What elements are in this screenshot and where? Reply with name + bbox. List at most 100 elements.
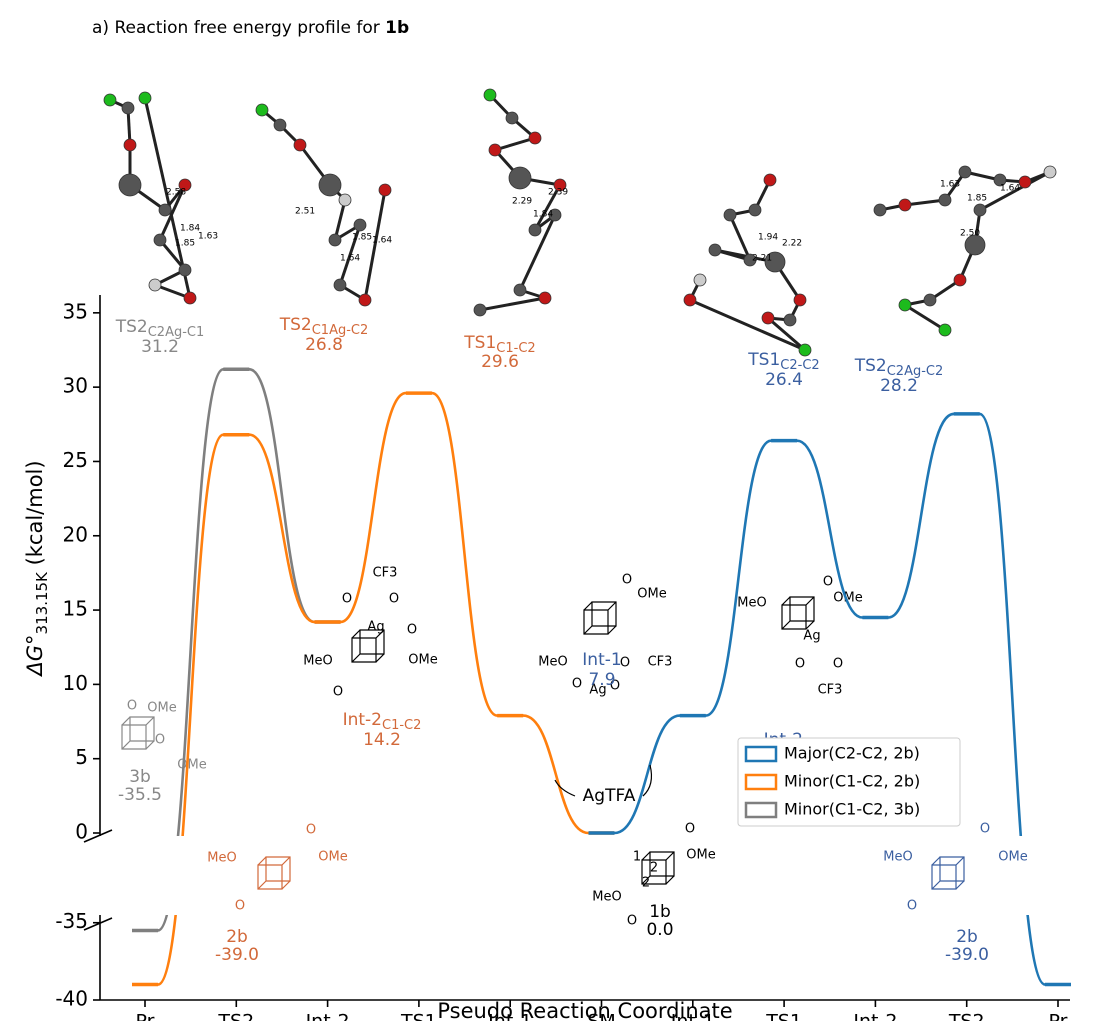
model-distance: 1.85 bbox=[967, 194, 987, 204]
legend-label: Minor(C1-C2, 3b) bbox=[784, 800, 920, 819]
point-label: 1b bbox=[649, 902, 671, 922]
axis-break bbox=[84, 830, 112, 842]
model-atom bbox=[256, 104, 268, 116]
title-bold: 1b bbox=[385, 18, 409, 38]
structure-label: MeO bbox=[303, 654, 332, 669]
y-tick-label: 35 bbox=[63, 299, 88, 323]
model-atom bbox=[359, 294, 371, 306]
value-label: 26.4 bbox=[765, 370, 803, 390]
profile-curve bbox=[615, 414, 1046, 985]
y-axis-label: ΔG°313.15K (kcal/mol) bbox=[23, 460, 51, 677]
x-axis-label: Pseudo Reaction Coordinate bbox=[437, 999, 732, 1021]
model-atom bbox=[184, 292, 196, 304]
model-atom bbox=[924, 294, 936, 306]
y-tick-label: -40 bbox=[55, 987, 88, 1011]
value-label: 7.9 bbox=[588, 670, 615, 690]
point-label-main: TS1 bbox=[463, 333, 496, 353]
structure-label: O bbox=[980, 822, 990, 837]
structure-label: OMe bbox=[177, 758, 206, 773]
point-label-main: 1b bbox=[649, 902, 671, 922]
model-atom bbox=[506, 112, 518, 124]
model-bond bbox=[905, 305, 945, 330]
ylabel-main: ΔG° bbox=[23, 634, 47, 677]
model-atom bbox=[339, 194, 351, 206]
model-atom bbox=[974, 204, 986, 216]
structure-label: 2 bbox=[650, 861, 658, 876]
model-atom bbox=[539, 292, 551, 304]
x-tick-label: Pr bbox=[136, 1011, 155, 1022]
model-atom bbox=[899, 199, 911, 211]
structure-label: 2 bbox=[642, 876, 650, 891]
point-label-main: TS1 bbox=[747, 350, 780, 370]
model-atom bbox=[784, 314, 796, 326]
point-label: 3b bbox=[129, 767, 151, 787]
structure-label: OMe bbox=[686, 848, 715, 863]
model-distance: 2.22 bbox=[782, 239, 802, 249]
model-atom bbox=[529, 224, 541, 236]
x-tick-label: TS1 bbox=[765, 1011, 802, 1022]
structure-label: OMe bbox=[147, 701, 176, 716]
structure-label: 1 bbox=[633, 850, 641, 865]
structure-label: O bbox=[407, 623, 417, 638]
model-distance: 1.64 bbox=[1000, 184, 1020, 194]
y-tick-label: 25 bbox=[63, 448, 88, 472]
structure-label: O bbox=[823, 575, 833, 590]
model-distance: 2.39 bbox=[548, 188, 568, 198]
value-label: -35.5 bbox=[118, 785, 162, 805]
y-tick-label: 5 bbox=[75, 745, 88, 769]
model-distance: 2.29 bbox=[512, 197, 532, 207]
x-tick-label: Pr bbox=[1049, 1011, 1068, 1022]
model-atom bbox=[154, 234, 166, 246]
model-atom bbox=[899, 299, 911, 311]
model-atom bbox=[379, 184, 391, 196]
model-atom bbox=[762, 312, 774, 324]
structure-label: O bbox=[306, 823, 316, 838]
structure-label: O bbox=[572, 677, 582, 692]
point-label-main: 3b bbox=[129, 767, 151, 787]
x-tick-label: TS2 bbox=[948, 1011, 985, 1022]
model-atom bbox=[329, 234, 341, 246]
point-label-main: 2b bbox=[226, 927, 248, 947]
model-distance: 1.84 bbox=[533, 210, 553, 220]
y-tick-label: 10 bbox=[63, 671, 88, 695]
chart: a) Reaction free energy profile for 1b 2… bbox=[0, 0, 1094, 1021]
model-atom bbox=[474, 304, 486, 316]
model-distance: 1.63 bbox=[198, 232, 218, 242]
structure-label: O bbox=[127, 699, 137, 714]
structure-label: CF3 bbox=[818, 683, 843, 698]
structure-label: O bbox=[389, 592, 399, 607]
value-label: -39.0 bbox=[215, 945, 259, 965]
model-atom bbox=[749, 204, 761, 216]
model-distance: 1.94 bbox=[758, 233, 778, 243]
structure-label: OMe bbox=[998, 850, 1027, 865]
structure-label: OMe bbox=[637, 587, 666, 602]
model-atom bbox=[939, 324, 951, 336]
structure-label: Ag bbox=[803, 629, 820, 644]
model-atom bbox=[354, 219, 366, 231]
ylabel-unit: (kcal/mol) bbox=[23, 460, 47, 572]
model-atom bbox=[874, 204, 886, 216]
model-atom bbox=[959, 166, 971, 178]
model-atom bbox=[1044, 166, 1056, 178]
model-atom bbox=[529, 132, 541, 144]
ylabel-sub: 313.15K bbox=[33, 571, 51, 634]
model-distance: 2.51 bbox=[295, 207, 315, 217]
model-atom bbox=[334, 279, 346, 291]
y-tick-label: 15 bbox=[63, 597, 88, 621]
structure-label: O bbox=[235, 899, 245, 914]
model-atom bbox=[764, 174, 776, 186]
profile-curve bbox=[158, 393, 589, 984]
value-label: 28.2 bbox=[880, 376, 918, 396]
structure-label: O bbox=[685, 822, 695, 837]
structure-label: MeO bbox=[592, 890, 621, 905]
legend-label: Major(C2-C2, 2b) bbox=[784, 744, 920, 763]
point-label-main: TS2 bbox=[279, 315, 312, 335]
model-atom bbox=[122, 102, 134, 114]
value-label: 0.0 bbox=[646, 920, 673, 940]
structure-label: O bbox=[342, 592, 352, 607]
value-label: 29.6 bbox=[481, 352, 519, 372]
model-atom bbox=[159, 204, 171, 216]
structure-label: O bbox=[155, 733, 165, 748]
model-distance: 1.85 bbox=[352, 233, 372, 243]
